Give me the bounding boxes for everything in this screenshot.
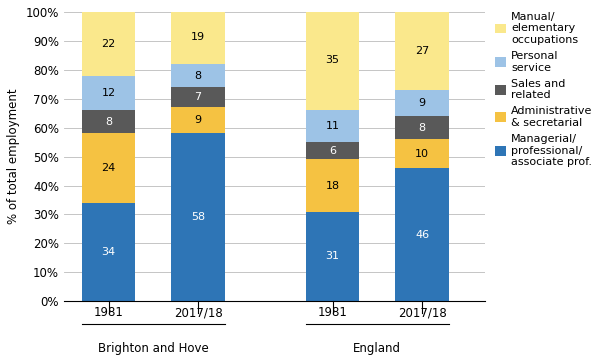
Bar [171, 107, 225, 134]
Text: England: England [353, 342, 401, 355]
Text: 58: 58 [191, 212, 205, 222]
Bar [305, 159, 359, 212]
Bar [395, 90, 449, 116]
Bar [305, 212, 359, 301]
Text: 7: 7 [194, 92, 202, 102]
Text: 11: 11 [326, 121, 340, 131]
Text: 8: 8 [194, 71, 202, 81]
Text: 12: 12 [101, 88, 116, 98]
Bar [305, 9, 359, 110]
Bar [171, 64, 225, 87]
Text: 34: 34 [101, 247, 116, 257]
Text: 46: 46 [415, 230, 429, 240]
Bar [82, 203, 136, 301]
Bar [395, 168, 449, 301]
Y-axis label: % of total employment: % of total employment [7, 89, 20, 224]
Bar [171, 134, 225, 301]
Bar [305, 110, 359, 142]
Text: Brighton and Hove: Brighton and Hove [98, 342, 209, 355]
Text: 9: 9 [194, 116, 202, 125]
Text: 6: 6 [329, 146, 336, 156]
Bar [395, 139, 449, 168]
Text: 8: 8 [419, 123, 425, 133]
Text: 31: 31 [326, 251, 340, 261]
Text: 18: 18 [325, 180, 340, 190]
Bar [171, 87, 225, 107]
Text: 9: 9 [419, 98, 425, 108]
Bar [82, 134, 136, 203]
Text: 35: 35 [326, 55, 340, 65]
Bar [395, 12, 449, 90]
Bar [171, 9, 225, 64]
Legend: Manual/
elementary
occupations, Personal
service, Sales and
related, Administrat: Manual/ elementary occupations, Personal… [494, 12, 593, 167]
Bar [395, 116, 449, 139]
Text: 19: 19 [191, 32, 205, 41]
Bar [82, 110, 136, 134]
Text: 22: 22 [101, 39, 116, 49]
Text: 24: 24 [101, 163, 116, 173]
Text: 10: 10 [415, 149, 429, 159]
Text: 8: 8 [105, 117, 112, 127]
Bar [82, 12, 136, 76]
Bar [305, 142, 359, 159]
Text: 27: 27 [415, 46, 429, 56]
Bar [82, 76, 136, 110]
